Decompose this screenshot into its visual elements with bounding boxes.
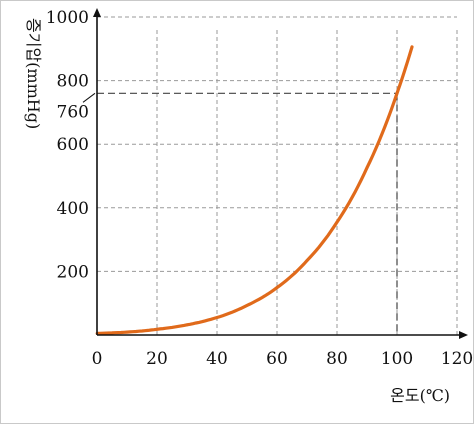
x-tick-labels: 0 20 40 60 80 100 120 bbox=[92, 349, 474, 369]
data-point bbox=[335, 220, 339, 224]
grid bbox=[97, 16, 458, 335]
x-tick-label: 100 bbox=[381, 349, 413, 369]
x-tick-label: 20 bbox=[146, 349, 168, 369]
data-point bbox=[365, 166, 369, 170]
x-tick-label: 0 bbox=[92, 349, 103, 369]
data-point bbox=[155, 327, 159, 331]
y-tick-label: 400 bbox=[57, 199, 89, 219]
x-tick-label: 120 bbox=[441, 349, 473, 369]
series-line bbox=[97, 45, 414, 335]
data-point bbox=[275, 286, 279, 290]
data-point bbox=[305, 259, 309, 262]
y-tick-label: 200 bbox=[57, 262, 89, 282]
data-point bbox=[410, 45, 414, 49]
data-point bbox=[245, 304, 249, 307]
data-point bbox=[215, 316, 219, 319]
x-axis-arrow bbox=[459, 331, 468, 339]
data-point bbox=[395, 91, 399, 95]
x-tick-label: 80 bbox=[326, 349, 348, 369]
data-point bbox=[125, 330, 129, 334]
series-group bbox=[95, 45, 414, 335]
y-axis-label: 증기압(mmHg) bbox=[24, 18, 43, 129]
y-tick-label: 800 bbox=[57, 72, 89, 92]
x-tick-label: 40 bbox=[206, 349, 228, 369]
x-axis-label: 온도(℃) bbox=[390, 386, 450, 405]
reference-lines bbox=[97, 92, 398, 335]
y-tick-label: 1000 bbox=[46, 8, 89, 28]
y-axis-arrow bbox=[93, 8, 101, 17]
y-tick-label: 760 bbox=[57, 102, 89, 122]
data-point bbox=[185, 323, 189, 327]
axes bbox=[93, 8, 468, 339]
tick-leader bbox=[82, 92, 96, 103]
x-tick-label: 60 bbox=[266, 349, 288, 369]
y-tick-labels: 200 400 600 800 1000 760 bbox=[46, 8, 96, 282]
y-tick-label: 600 bbox=[57, 135, 89, 155]
